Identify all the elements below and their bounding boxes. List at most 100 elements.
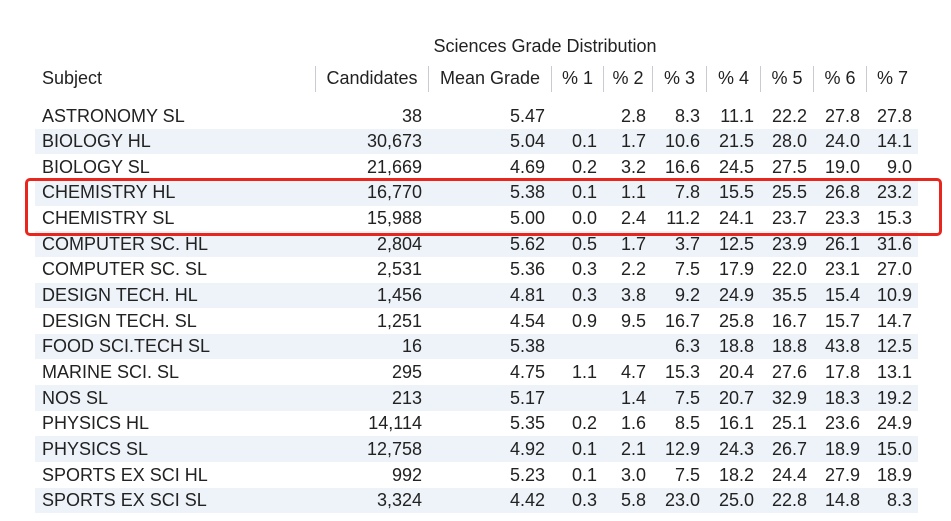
value-cell: 19.0 [824,156,860,177]
value-cell: 18.3 [824,387,860,408]
value-cell: 4.92 [509,438,545,459]
value-cell: 7.5 [674,387,700,408]
value-cell: 2,804 [376,233,422,254]
value-cell: 15.3 [664,362,700,382]
value-cell: 24.9 [876,413,912,434]
table-row [35,205,918,232]
value-cell: 38 [401,105,422,126]
value-cell: 23.2 [876,182,912,203]
value-cell: 4.69 [509,156,545,177]
value-cell: 8.3 [886,490,912,511]
subject-cell: NOS SL [42,387,109,408]
value-cell: 27.5 [771,156,807,177]
value-cell: 35.5 [771,285,807,306]
value-cell: 3,324 [376,490,422,511]
table-row [35,359,918,386]
value-cell: 16.7 [664,310,700,331]
value-cell: 4.81 [509,285,545,306]
value-cell: 0.2 [571,413,597,434]
value-cell: 11.1 [720,105,754,126]
value-cell: 0.3 [571,285,597,306]
value-cell: 16,770 [366,182,422,203]
value-cell: 15.0 [876,438,912,459]
value-cell: 12.9 [664,438,700,459]
column-header: % 6 [813,66,866,92]
value-cell: 24.1 [718,208,754,229]
value-cell: 17.8 [824,362,860,382]
column-header: Subject [42,68,103,88]
value-cell: 23.7 [771,208,807,229]
value-cell: 5.36 [509,259,545,280]
value-cell: 16.6 [664,156,700,177]
subject-cell: MARINE SCI. SL [42,362,180,382]
value-cell: 12,758 [366,438,422,459]
value-cell: 5.17 [509,387,545,408]
value-cell: 5.38 [509,182,545,203]
value-cell: 0.1 [571,131,597,152]
value-cell: 0.2 [571,156,597,177]
value-cell: 16 [401,336,422,357]
subject-cell: SPORTS EX SCI SL [42,490,207,511]
table-row [35,282,918,309]
value-cell: 16.1 [718,413,754,434]
subject-cell: BIOLOGY HL [42,131,151,152]
value-cell: 18.8 [718,336,754,357]
value-cell: 27.6 [771,362,807,382]
value-cell: 27.9 [824,464,860,485]
value-cell: 5.8 [620,490,646,511]
subject-cell: PHYSICS SL [42,438,149,459]
subject-cell: BIOLOGY SL [42,156,150,177]
value-cell: 24.3 [718,438,754,459]
value-cell: 3.8 [620,285,646,306]
value-cell: 21.5 [718,131,754,152]
value-cell: 3.0 [620,464,646,485]
value-cell: 22.2 [771,105,807,126]
value-cell: 9.2 [674,285,700,306]
value-cell: 18.9 [824,438,860,459]
value-cell: 25.5 [771,182,807,203]
value-cell: 295 [391,362,422,382]
value-cell: 2.2 [620,259,646,280]
value-cell: 15.5 [718,182,754,203]
value-cell: 15.3 [876,208,912,229]
value-cell: 1.1 [571,362,597,382]
column-header: % 4 [706,66,760,92]
value-cell: 19.2 [876,387,912,408]
value-cell: 24.9 [718,285,754,306]
value-cell: 5.35 [509,413,545,434]
value-cell: 22.0 [771,259,807,280]
value-cell: 7.5 [674,464,700,485]
value-cell: 1,456 [376,285,422,306]
value-cell: 0.0 [571,208,597,229]
value-cell: 25.0 [718,490,754,511]
value-cell: 13.1 [876,362,912,382]
value-cell: 4.75 [509,362,545,382]
value-cell: 24.4 [771,464,807,485]
value-cell: 2,531 [376,259,422,280]
table-row [35,462,918,488]
column-header: % 7 [866,66,918,92]
value-cell: 27.0 [876,259,912,280]
value-cell: 1.7 [620,131,646,152]
value-cell: 4.54 [509,310,545,331]
value-cell: 1.1 [620,182,646,203]
value-cell: 0.3 [571,259,597,280]
value-cell: 0.1 [571,438,597,459]
value-cell: 24.0 [824,131,860,152]
value-cell: 992 [391,464,422,485]
value-cell: 0.1 [571,464,597,485]
value-cell: 5.47 [509,105,545,126]
value-cell: 5.04 [509,131,545,152]
value-cell: 21,669 [366,156,422,177]
value-cell: 11.2 [666,208,700,229]
column-header: % 5 [760,66,813,92]
value-cell: 14.8 [824,490,860,511]
value-cell: 17.9 [718,259,754,280]
value-cell: 23.6 [824,413,860,434]
value-cell: 7.8 [674,182,700,203]
column-header: % 1 [551,66,603,92]
table-row [35,333,918,360]
value-cell: 26.1 [824,233,860,254]
value-cell: 18.2 [718,464,754,485]
